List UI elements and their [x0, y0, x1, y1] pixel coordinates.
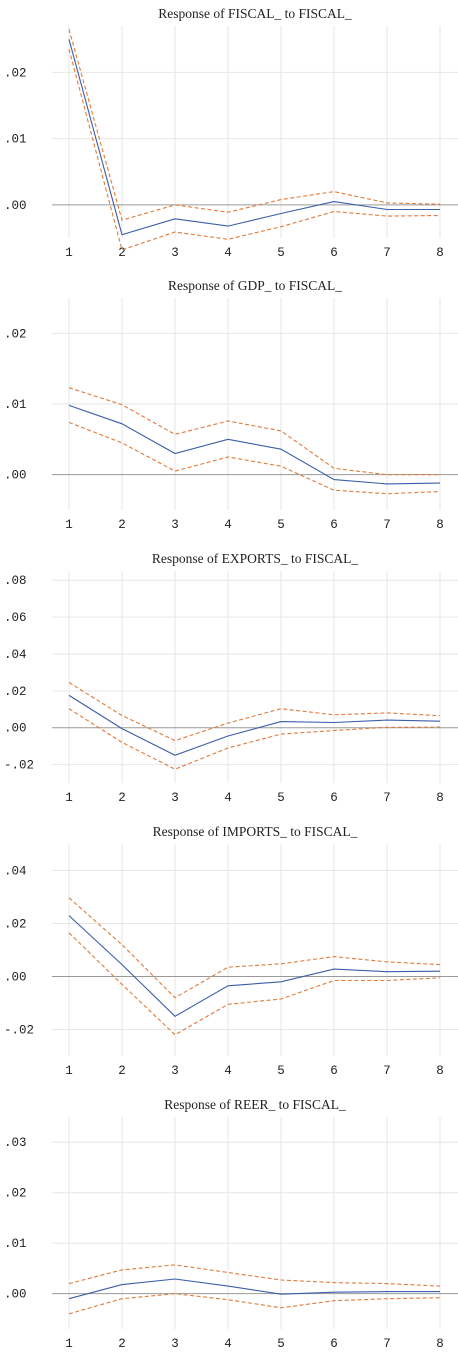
y-tick-label: .08 [4, 574, 27, 588]
y-tick-label: .04 [4, 648, 27, 662]
chart-panel-2: .00 .01 .02 1 2 3 4 5 6 7 8 Response of GDP_ to FIS… [0, 272, 458, 544]
upper-band-line [68, 682, 441, 742]
x-tick-label: 2 [118, 1337, 126, 1351]
x-tick-label: 7 [383, 1064, 391, 1078]
x-tick-label: 8 [436, 791, 444, 805]
x-tick-label: 6 [330, 518, 338, 532]
x-tick-label: 5 [277, 791, 285, 805]
chart-svg: .00 .01 .02 1 2 3 4 5 6 7 8 Response of GDP_ to FIS… [4, 278, 458, 532]
x-tick-label: 1 [65, 246, 73, 260]
y-tick-label: .00 [4, 722, 27, 736]
y-tick-label: -.02 [4, 759, 34, 773]
upper-band-line [68, 387, 440, 476]
lower-band-line [68, 932, 441, 1036]
y-tick-label: .00 [4, 469, 27, 483]
x-tick-label: 1 [65, 1337, 73, 1351]
chart-svg: -.02 .00 .02 .04 1 2 3 4 5 6 7 8 Response of IMPORTS… [4, 824, 458, 1078]
chart-svg: .00 .01 .02 .03 1 2 3 4 5 6 7 8 Response of REER_ to… [4, 1097, 458, 1351]
x-tick-label: 3 [171, 246, 179, 260]
chart-panel-5: .00 .01 .02 .03 1 2 3 4 5 6 7 8 Response of REER_ to… [0, 1091, 458, 1363]
x-tick-label: 2 [118, 518, 126, 532]
y-tick-label: .00 [4, 1288, 27, 1302]
y-tick-label: .06 [4, 611, 27, 625]
x-tick-label: 4 [224, 1337, 232, 1351]
response-line [68, 1278, 440, 1300]
chart-svg: .00 .01 .02 1 2 3 4 5 6 7 8 Response of FISCAL_ to … [4, 6, 458, 260]
y-tick-label: .02 [4, 1187, 27, 1201]
chart-panel-1: .00 .01 .02 1 2 3 4 5 6 7 8 Response of FISCAL_ to … [0, 0, 458, 272]
upper-band-line [68, 29, 441, 221]
response-line [68, 915, 441, 1017]
x-tick-label: 6 [330, 791, 338, 805]
x-tick-label: 8 [436, 1064, 444, 1078]
y-tick-label: .04 [4, 865, 27, 879]
x-tick-label: 5 [277, 1064, 285, 1078]
x-tick-label: 6 [330, 246, 338, 260]
x-tick-label: 7 [383, 246, 391, 260]
y-tick-label: .02 [4, 685, 27, 699]
x-tick-label: 7 [383, 1337, 391, 1351]
y-tick-label: .00 [4, 199, 27, 213]
chart-title: Response of FISCAL_ to FISCAL_ [158, 6, 352, 21]
chart-title: Response of REER_ to FISCAL_ [164, 1097, 346, 1112]
x-tick-label: 5 [277, 1337, 285, 1351]
lower-band-line [68, 421, 441, 495]
chart-panel-4: -.02 .00 .02 .04 1 2 3 4 5 6 7 8 Response of IMPORTS… [0, 818, 458, 1090]
x-tick-label: 2 [118, 246, 126, 260]
x-tick-label: 8 [436, 246, 444, 260]
response-line [68, 694, 441, 756]
x-tick-label: 6 [330, 1337, 338, 1351]
lower-band-line [68, 49, 441, 251]
x-tick-label: 5 [277, 246, 285, 260]
chart-panel-3: -.02 .00 .02 .04 .06 .08 1 2 3 4 5 6 7 8 Response of E… [0, 545, 458, 817]
x-tick-label: 3 [171, 1337, 179, 1351]
x-tick-label: 3 [171, 518, 179, 532]
x-tick-label: 6 [330, 1064, 338, 1078]
x-tick-label: 5 [277, 518, 285, 532]
x-tick-label: 8 [436, 1337, 444, 1351]
x-tick-label: 7 [383, 791, 391, 805]
x-tick-label: 4 [224, 791, 232, 805]
lower-band-line [68, 708, 441, 770]
y-tick-label: .03 [4, 1136, 27, 1150]
chart-title: Response of EXPORTS_ to FISCAL_ [152, 551, 358, 566]
x-tick-label: 2 [118, 1064, 126, 1078]
chart-title: Response of GDP_ to FISCAL_ [168, 278, 342, 293]
y-tick-label: .01 [4, 133, 27, 147]
y-tick-label: .02 [4, 66, 27, 80]
x-tick-label: 1 [65, 1064, 73, 1078]
x-tick-label: 4 [224, 1064, 232, 1078]
response-line [68, 404, 441, 485]
x-tick-label: 8 [436, 518, 444, 532]
x-tick-label: 7 [383, 518, 391, 532]
lower-band-line [68, 1293, 441, 1315]
y-tick-label: .01 [4, 398, 27, 412]
upper-band-line [68, 897, 441, 999]
chart-svg: -.02 .00 .02 .04 .06 .08 1 2 3 4 5 6 7 8 Response of E… [4, 551, 458, 805]
x-tick-label: 4 [224, 246, 232, 260]
x-tick-label: 1 [65, 518, 73, 532]
y-tick-label: -.02 [4, 1024, 34, 1038]
chart-title: Response of IMPORTS_ to FISCAL_ [153, 824, 358, 839]
y-tick-label: .02 [4, 327, 27, 341]
x-tick-label: 1 [65, 791, 73, 805]
y-tick-label: .02 [4, 918, 27, 932]
x-tick-label: 3 [171, 1064, 179, 1078]
upper-band-line [68, 1264, 441, 1287]
y-tick-label: .00 [4, 971, 27, 985]
x-tick-label: 2 [118, 791, 126, 805]
response-line [68, 39, 440, 236]
x-tick-label: 4 [224, 518, 232, 532]
x-tick-label: 3 [171, 791, 179, 805]
y-tick-label: .01 [4, 1237, 27, 1251]
